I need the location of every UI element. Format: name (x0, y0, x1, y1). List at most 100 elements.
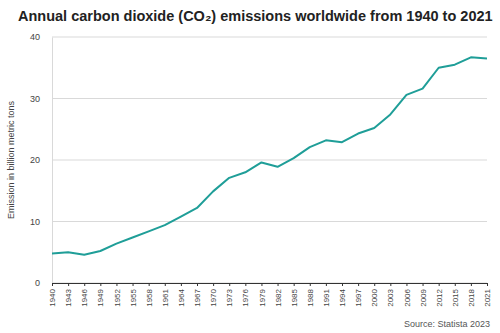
y-tick-label: 20 (30, 155, 40, 165)
grid (52, 37, 487, 283)
x-tick-label: 2021 (483, 288, 492, 306)
x-tick-mark (487, 283, 488, 286)
x-tick-mark (294, 283, 295, 286)
x-tick: 2003 (386, 283, 395, 307)
plot: 0 10 20 30 40 1940 1943 1946 1949 1952 1955 1958 196… (30, 32, 492, 306)
x-tick: 1958 (145, 283, 154, 307)
x-tick-mark (342, 283, 343, 286)
x-tick-label: 1997 (354, 288, 363, 306)
x-tick-label: 1970 (209, 288, 218, 306)
y-axis-line (52, 38, 53, 284)
x-tick-label: 2003 (386, 288, 395, 306)
x-tick-mark (423, 283, 424, 286)
x-tick: 1988 (306, 283, 315, 307)
x-tick-label: 2009 (419, 288, 428, 306)
x-tick: 1979 (258, 283, 267, 307)
y-tick: 20 (30, 155, 52, 165)
y-tick: 30 (30, 94, 52, 104)
x-tick-mark (374, 283, 375, 286)
x-tick-mark (278, 283, 279, 286)
y-tick: 10 (30, 217, 52, 227)
x-tick: 2021 (483, 283, 492, 307)
x-tick-mark (310, 283, 311, 286)
x-tick: 1964 (177, 283, 186, 307)
x-tick: 1955 (129, 283, 138, 307)
x-tick-label: 1976 (241, 288, 250, 306)
x-tick-mark (116, 283, 117, 286)
series (52, 57, 487, 254)
x-tick-mark (261, 283, 262, 286)
grid-line (52, 37, 487, 38)
x-tick-label: 1952 (113, 288, 122, 306)
y-tick-label: 30 (30, 94, 40, 104)
y-tick: 40 (30, 32, 52, 42)
x-tick-label: 1961 (161, 288, 170, 306)
x-tick: 1949 (96, 283, 105, 307)
x-tick-mark (52, 283, 53, 286)
x-tick: 1970 (209, 283, 218, 307)
x-tick-label: 1982 (274, 288, 283, 306)
x-tick: 1943 (64, 283, 73, 307)
x-tick-label: 1985 (290, 288, 299, 306)
chart: Annual carbon dioxide (CO₂) emissions wo… (0, 0, 500, 333)
x-tick-label: 1979 (258, 288, 267, 306)
x-tick-label: 1964 (177, 288, 186, 306)
y-tick-label: 0 (35, 278, 40, 288)
x-tick-label: 1955 (129, 288, 138, 306)
x-tick-mark (84, 283, 85, 286)
x-tick: 1985 (290, 283, 299, 307)
x-tick: 1952 (113, 283, 122, 307)
x-tick-mark (68, 283, 69, 286)
x-tick: 2012 (435, 283, 444, 307)
x-tick: 2018 (467, 283, 476, 307)
data-line (52, 57, 487, 254)
x-tick-label: 1946 (80, 288, 89, 306)
x-tick-label: 1991 (322, 288, 331, 306)
x-tick-label: 1949 (96, 288, 105, 306)
x-tick: 1967 (193, 283, 202, 307)
x-tick-label: 1943 (64, 288, 73, 306)
y-tick: 0 (35, 278, 52, 288)
x-tick: 2009 (419, 283, 428, 307)
x-tick: 1961 (161, 283, 170, 307)
x-tick: 2015 (451, 283, 460, 307)
x-tick: 1946 (80, 283, 89, 307)
x-tick-label: 1967 (193, 288, 202, 306)
title: Annual carbon dioxide (CO₂) emissions wo… (18, 8, 493, 24)
x-tick-label: 2015 (451, 288, 460, 306)
y-tick-label: 40 (30, 32, 40, 42)
x-tick-mark (390, 283, 391, 286)
x-tick: 1997 (354, 283, 363, 307)
x-tick-mark (439, 283, 440, 286)
x-tick-mark (229, 283, 230, 286)
x-tick-mark (181, 283, 182, 286)
x-tick: 1982 (274, 283, 283, 307)
x-tick-label: 2018 (467, 288, 476, 306)
x-tick-mark (133, 283, 134, 286)
y-axis-title: Emission in billion metric tons (6, 100, 16, 219)
x-tick-mark (100, 283, 101, 286)
x-tick-mark (326, 283, 327, 286)
x-tick-mark (471, 283, 472, 286)
x-tick: 2006 (403, 283, 412, 307)
x-tick-label: 1940 (48, 288, 57, 306)
x-axis: 1940 1943 1946 1949 1952 1955 1958 1961 1964 1967… (48, 283, 492, 307)
grid-line (52, 221, 487, 222)
x-tick-mark (213, 283, 214, 286)
x-tick-mark (197, 283, 198, 286)
grid-line (52, 98, 487, 99)
x-tick-label: 1958 (145, 288, 154, 306)
x-tick-label: 2000 (370, 288, 379, 306)
x-tick: 1994 (338, 283, 347, 307)
x-tick-mark (149, 283, 150, 286)
grid-line (52, 160, 487, 161)
x-axis-line (53, 284, 488, 287)
x-tick-mark (245, 283, 246, 286)
x-tick-mark (165, 283, 166, 286)
x-tick: 1976 (241, 283, 250, 307)
x-tick: 1991 (322, 283, 331, 307)
y-axis: 0 10 20 30 40 (30, 32, 53, 288)
x-tick-label: 2012 (435, 288, 444, 306)
x-tick: 1973 (225, 283, 234, 307)
x-tick: 1940 (48, 283, 57, 307)
